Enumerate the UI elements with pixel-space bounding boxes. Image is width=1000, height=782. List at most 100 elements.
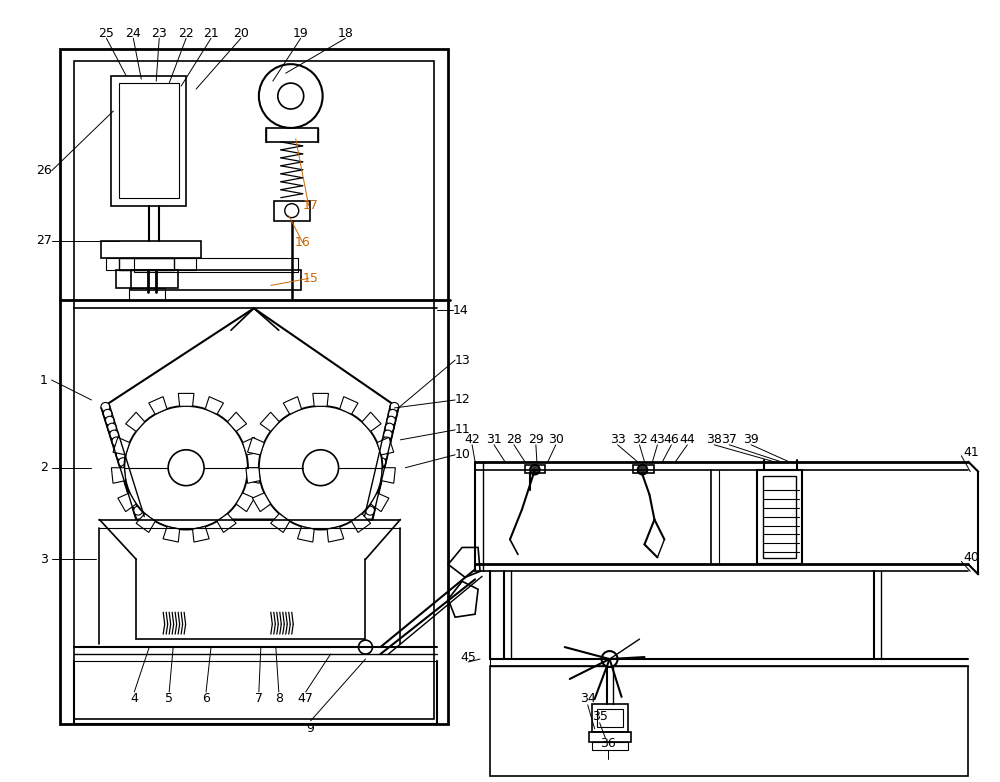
Polygon shape bbox=[327, 526, 344, 542]
Bar bbox=[101, 241, 201, 259]
Text: 14: 14 bbox=[453, 303, 469, 317]
Circle shape bbox=[377, 457, 386, 467]
Circle shape bbox=[124, 406, 248, 529]
Bar bbox=[106, 259, 196, 271]
Circle shape bbox=[103, 409, 112, 418]
Bar bbox=[74, 61, 434, 719]
Circle shape bbox=[114, 444, 123, 453]
Circle shape bbox=[112, 437, 121, 446]
Bar bbox=[119, 83, 179, 198]
Circle shape bbox=[375, 465, 384, 474]
Circle shape bbox=[116, 451, 125, 460]
Bar bbox=[757, 470, 802, 565]
Circle shape bbox=[385, 423, 394, 432]
Circle shape bbox=[285, 203, 299, 217]
Text: 31: 31 bbox=[486, 433, 502, 447]
Text: 21: 21 bbox=[203, 27, 219, 40]
Text: 43: 43 bbox=[650, 433, 665, 447]
Text: 47: 47 bbox=[298, 692, 314, 705]
Text: 42: 42 bbox=[464, 433, 480, 447]
Text: 30: 30 bbox=[548, 433, 564, 447]
Circle shape bbox=[366, 506, 375, 515]
Bar bbox=[592, 742, 628, 750]
Polygon shape bbox=[298, 526, 314, 542]
Text: 35: 35 bbox=[592, 710, 608, 723]
Text: 26: 26 bbox=[36, 164, 52, 178]
Circle shape bbox=[134, 506, 143, 515]
Polygon shape bbox=[227, 412, 247, 432]
Text: 37: 37 bbox=[721, 433, 737, 447]
Circle shape bbox=[602, 651, 618, 667]
Circle shape bbox=[382, 437, 391, 446]
Circle shape bbox=[107, 423, 116, 432]
Polygon shape bbox=[217, 514, 236, 533]
Text: 29: 29 bbox=[528, 433, 544, 447]
Polygon shape bbox=[247, 468, 261, 483]
Polygon shape bbox=[352, 514, 371, 533]
Text: 2: 2 bbox=[40, 461, 48, 474]
Bar bbox=[633, 465, 654, 472]
Circle shape bbox=[127, 486, 136, 494]
Text: 15: 15 bbox=[303, 272, 319, 285]
Text: 6: 6 bbox=[202, 692, 210, 705]
Circle shape bbox=[370, 486, 379, 494]
Text: 5: 5 bbox=[165, 692, 173, 705]
Text: 20: 20 bbox=[233, 27, 249, 40]
Text: 44: 44 bbox=[679, 433, 695, 447]
Text: 4: 4 bbox=[130, 692, 138, 705]
Bar bbox=[111, 76, 186, 206]
Text: 13: 13 bbox=[455, 353, 471, 367]
Bar bbox=[131, 271, 301, 290]
Bar bbox=[589, 732, 631, 742]
Text: 17: 17 bbox=[303, 199, 319, 212]
Text: 10: 10 bbox=[455, 448, 471, 461]
Polygon shape bbox=[236, 493, 254, 511]
Bar bbox=[60, 49, 448, 724]
Bar bbox=[490, 666, 968, 776]
Text: 28: 28 bbox=[506, 433, 522, 447]
Text: 11: 11 bbox=[455, 423, 471, 436]
Circle shape bbox=[359, 640, 372, 654]
Polygon shape bbox=[118, 493, 136, 511]
Text: 18: 18 bbox=[338, 27, 353, 40]
Text: 9: 9 bbox=[307, 723, 315, 735]
Circle shape bbox=[638, 465, 647, 475]
Circle shape bbox=[303, 450, 339, 486]
Text: 22: 22 bbox=[178, 27, 194, 40]
Text: 24: 24 bbox=[125, 27, 141, 40]
Circle shape bbox=[367, 499, 376, 508]
Polygon shape bbox=[340, 396, 358, 414]
Circle shape bbox=[168, 450, 204, 486]
Circle shape bbox=[369, 493, 378, 501]
Text: 36: 36 bbox=[600, 737, 615, 750]
Bar bbox=[119, 259, 174, 271]
Text: 7: 7 bbox=[255, 692, 263, 705]
Text: 45: 45 bbox=[460, 651, 476, 664]
Bar bbox=[156, 271, 311, 300]
Bar bbox=[129, 289, 165, 300]
Polygon shape bbox=[271, 514, 290, 533]
Circle shape bbox=[110, 430, 119, 439]
Polygon shape bbox=[205, 396, 223, 414]
Text: 8: 8 bbox=[275, 692, 283, 705]
Text: 32: 32 bbox=[632, 433, 647, 447]
Circle shape bbox=[259, 406, 382, 529]
Text: 41: 41 bbox=[963, 447, 979, 459]
Text: 33: 33 bbox=[610, 433, 625, 447]
Circle shape bbox=[530, 465, 540, 475]
Bar bbox=[134, 259, 298, 272]
Polygon shape bbox=[113, 437, 130, 455]
Circle shape bbox=[123, 472, 132, 481]
Polygon shape bbox=[163, 526, 180, 542]
Bar bbox=[592, 704, 628, 732]
Polygon shape bbox=[252, 493, 271, 511]
Polygon shape bbox=[381, 468, 395, 483]
Circle shape bbox=[118, 457, 127, 467]
Polygon shape bbox=[149, 396, 167, 414]
Polygon shape bbox=[246, 468, 260, 483]
Text: 25: 25 bbox=[98, 27, 114, 40]
Circle shape bbox=[387, 416, 396, 425]
Circle shape bbox=[379, 451, 388, 460]
Text: 16: 16 bbox=[295, 236, 311, 249]
Circle shape bbox=[374, 472, 383, 481]
